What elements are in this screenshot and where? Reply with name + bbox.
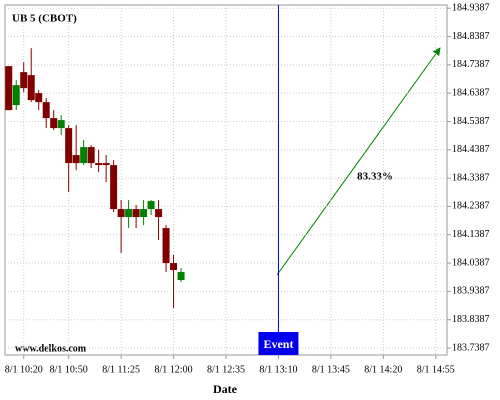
candle-body bbox=[110, 165, 118, 210]
candle-body bbox=[95, 163, 103, 166]
candle-body bbox=[27, 75, 35, 101]
y-tick-label: 184.2387 bbox=[452, 201, 490, 212]
candle-body bbox=[80, 147, 88, 164]
candle-body bbox=[57, 120, 65, 129]
chart-title: UB 5 (CBOT) bbox=[12, 13, 77, 25]
x-tick-label: 8/1 12:35 bbox=[207, 364, 245, 375]
y-tick-label: 184.3387 bbox=[452, 172, 490, 183]
y-tick-label: 183.9387 bbox=[452, 286, 490, 297]
annotation: 83.33% bbox=[357, 171, 393, 183]
candle-body bbox=[140, 209, 148, 218]
x-tick-label: 8/1 12:00 bbox=[155, 364, 193, 375]
candle-body bbox=[42, 102, 50, 119]
candle-body bbox=[72, 155, 80, 164]
candle-body bbox=[12, 85, 20, 106]
candle-body bbox=[65, 128, 73, 164]
candle-body bbox=[147, 201, 155, 210]
x-tick-label: 8/1 14:55 bbox=[417, 364, 455, 375]
candle-body bbox=[50, 118, 58, 129]
projection-arrow bbox=[276, 47, 441, 276]
candle-body bbox=[132, 209, 140, 218]
y-tick-label: 184.7387 bbox=[452, 59, 490, 70]
candle-body bbox=[155, 209, 163, 218]
y-tick-label: 184.6387 bbox=[452, 87, 490, 98]
event-label: Event bbox=[263, 337, 293, 351]
candle-body bbox=[5, 66, 13, 111]
y-tick-label: 184.4387 bbox=[452, 144, 490, 155]
y-tick-label: 183.7387 bbox=[452, 342, 490, 353]
x-tick-label: 8/1 11:25 bbox=[102, 364, 140, 375]
event-box bbox=[258, 332, 299, 355]
candle-body bbox=[87, 147, 95, 164]
candle-body bbox=[35, 93, 43, 103]
candle-body bbox=[117, 209, 125, 218]
candle-body bbox=[170, 263, 178, 271]
watermark: www.delkos.com bbox=[15, 343, 87, 354]
y-tick-label: 183.8387 bbox=[452, 314, 490, 325]
x-tick-label: 8/1 13:45 bbox=[312, 364, 350, 375]
y-tick-label: 184.8387 bbox=[452, 31, 490, 42]
y-tick-label: 184.5387 bbox=[452, 116, 490, 127]
candle-body bbox=[20, 72, 28, 89]
candle-body bbox=[162, 228, 170, 264]
candle-body bbox=[125, 209, 133, 218]
x-tick-label: 8/1 10:50 bbox=[50, 364, 88, 375]
x-tick-label: 8/1 13:10 bbox=[259, 364, 297, 375]
y-tick-label: 184.0387 bbox=[452, 257, 490, 268]
candle-body bbox=[177, 272, 185, 281]
y-tick-label: 184.1387 bbox=[452, 229, 490, 240]
x-tick-label: 8/1 10:20 bbox=[5, 364, 43, 375]
x-axis-label: Date bbox=[213, 382, 238, 396]
candle-body bbox=[102, 163, 110, 166]
x-tick-label: 8/1 14:20 bbox=[364, 364, 402, 375]
y-tick-label: 184.9387 bbox=[452, 2, 490, 13]
